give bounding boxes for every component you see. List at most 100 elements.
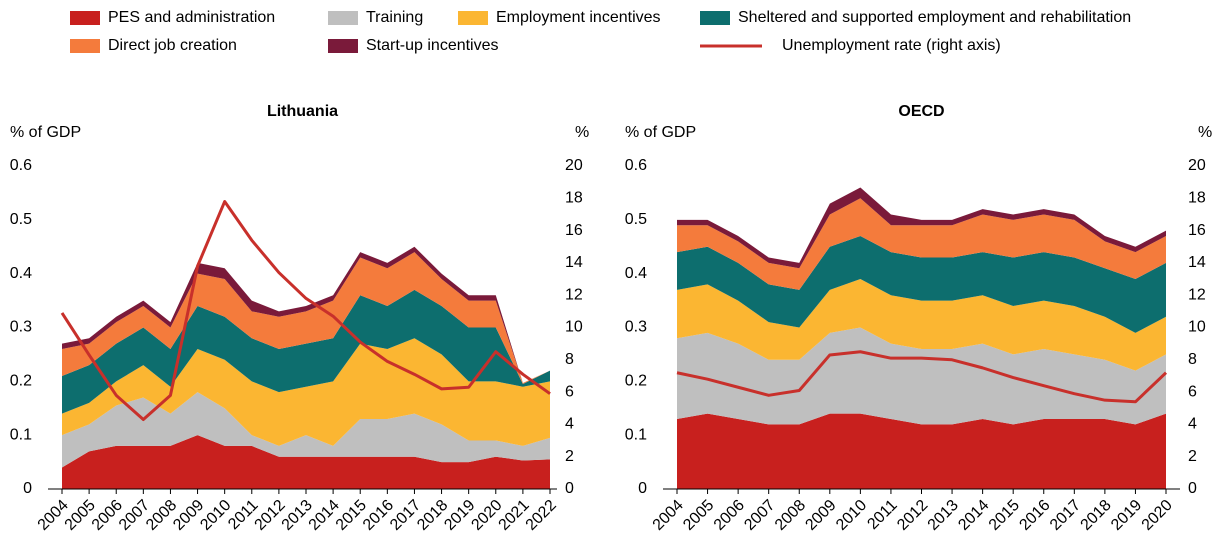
y2-axis-label: % bbox=[575, 124, 589, 141]
x-tick-label: 2007 bbox=[741, 497, 778, 534]
y-tick-label: 0.4 bbox=[10, 265, 32, 282]
y2-tick-label: 4 bbox=[565, 416, 574, 433]
stacked-area bbox=[62, 338, 550, 446]
y2-tick-label: 4 bbox=[1188, 416, 1197, 433]
stacked-area bbox=[677, 413, 1166, 489]
x-tick-label: 2017 bbox=[387, 497, 424, 534]
x-tick-label: 2022 bbox=[523, 497, 560, 534]
y2-tick-label: 20 bbox=[1188, 157, 1206, 174]
y2-tick-label: 20 bbox=[565, 157, 583, 174]
x-tick-label: 2005 bbox=[62, 497, 99, 534]
legend-swatch bbox=[458, 11, 488, 25]
y-tick-label: 0.2 bbox=[10, 373, 32, 390]
y2-tick-label: 16 bbox=[565, 222, 583, 239]
y-tick-label: 0.5 bbox=[625, 211, 647, 228]
x-tick-label: 2010 bbox=[197, 497, 234, 534]
y2-tick-label: 8 bbox=[565, 351, 574, 368]
x-tick-label: 2010 bbox=[833, 497, 870, 534]
legend-label: PES and administration bbox=[108, 9, 275, 26]
y2-tick-label: 2 bbox=[565, 448, 574, 465]
y2-tick-label: 6 bbox=[565, 383, 574, 400]
y-tick-label: 0.3 bbox=[625, 319, 647, 336]
y-tick-label: 0.1 bbox=[625, 426, 647, 443]
y2-tick-label: 12 bbox=[1188, 286, 1206, 303]
x-tick-label: 2004 bbox=[35, 497, 72, 534]
x-tick-label: 2013 bbox=[925, 497, 962, 534]
y-tick-label: 0.6 bbox=[625, 157, 647, 174]
stacked-area bbox=[62, 289, 550, 414]
y-tick-label: 0 bbox=[23, 480, 32, 497]
legend-swatch bbox=[700, 11, 730, 25]
x-tick-label: 2015 bbox=[333, 497, 370, 534]
legend-swatch bbox=[70, 39, 100, 53]
x-tick-label: 2016 bbox=[360, 497, 397, 534]
x-tick-label: 2008 bbox=[143, 497, 180, 534]
legend-label: Unemployment rate (right axis) bbox=[782, 37, 1001, 54]
y2-tick-label: 8 bbox=[1188, 351, 1197, 368]
y2-tick-label: 6 bbox=[1188, 383, 1197, 400]
legend-label: Training bbox=[366, 9, 423, 26]
y-tick-label: 0.6 bbox=[10, 157, 32, 174]
x-tick-label: 2004 bbox=[650, 497, 687, 534]
unemployment-line bbox=[60, 200, 551, 422]
legend-label: Employment incentives bbox=[496, 9, 661, 26]
y2-tick-label: 2 bbox=[1188, 448, 1197, 465]
stacked-area bbox=[677, 235, 1166, 333]
legend-swatch bbox=[328, 39, 358, 53]
stacked-area bbox=[62, 392, 550, 468]
stacked-area bbox=[62, 246, 550, 383]
y2-tick-label: 14 bbox=[565, 254, 583, 271]
y-axis-label: % of GDP bbox=[625, 124, 696, 141]
x-tick-label: 2017 bbox=[1047, 497, 1084, 534]
y-tick-label: 0.5 bbox=[10, 211, 32, 228]
y-axis-label: % of GDP bbox=[10, 124, 81, 141]
y2-tick-label: 14 bbox=[1188, 254, 1206, 271]
y2-tick-label: 12 bbox=[565, 286, 583, 303]
stacked-area bbox=[677, 198, 1166, 290]
y2-axis-label: % bbox=[1198, 124, 1212, 141]
legend-swatch bbox=[70, 11, 100, 25]
x-tick-label: 2013 bbox=[279, 497, 316, 534]
y2-tick-label: 10 bbox=[565, 319, 583, 336]
legend-label: Sheltered and supported employment and r… bbox=[738, 9, 1131, 26]
chart-title: Lithuania bbox=[267, 103, 338, 120]
x-tick-label: 2018 bbox=[414, 497, 451, 534]
y-tick-label: 0.2 bbox=[625, 373, 647, 390]
stacked-area bbox=[62, 252, 550, 385]
stacked-area bbox=[62, 435, 550, 489]
y2-tick-label: 10 bbox=[1188, 319, 1206, 336]
stacked-area bbox=[677, 279, 1166, 371]
x-tick-label: 2019 bbox=[441, 497, 478, 534]
y2-tick-label: 18 bbox=[565, 190, 583, 207]
legend-label: Direct job creation bbox=[108, 37, 237, 54]
y2-tick-label: 18 bbox=[1188, 190, 1206, 207]
x-tick-label: 2014 bbox=[955, 497, 992, 534]
y-tick-label: 0 bbox=[638, 480, 647, 497]
y2-tick-label: 16 bbox=[1188, 222, 1206, 239]
y-tick-label: 0.3 bbox=[10, 319, 32, 336]
legend-label: Start-up incentives bbox=[366, 37, 499, 54]
x-tick-label: 2020 bbox=[1139, 497, 1176, 534]
x-tick-label: 2008 bbox=[772, 497, 809, 534]
x-tick-label: 2018 bbox=[1077, 497, 1114, 534]
x-tick-label: 2012 bbox=[894, 497, 931, 534]
x-tick-label: 2012 bbox=[252, 497, 289, 534]
x-tick-label: 2021 bbox=[496, 497, 533, 534]
unemployment-line bbox=[676, 350, 1168, 404]
x-tick-label: 2019 bbox=[1108, 497, 1145, 534]
y-tick-label: 0.4 bbox=[625, 265, 647, 282]
legend-swatch bbox=[328, 11, 358, 25]
x-tick-label: 2016 bbox=[1016, 497, 1053, 534]
stacked-area bbox=[677, 327, 1166, 425]
x-tick-label: 2009 bbox=[170, 497, 207, 534]
x-tick-label: 2007 bbox=[116, 497, 153, 534]
x-tick-label: 2009 bbox=[802, 497, 839, 534]
y-tick-label: 0.1 bbox=[10, 426, 32, 443]
x-tick-label: 2006 bbox=[89, 497, 126, 534]
x-tick-label: 2014 bbox=[306, 497, 343, 534]
x-tick-label: 2011 bbox=[864, 497, 900, 533]
x-tick-label: 2020 bbox=[468, 497, 505, 534]
x-tick-label: 2015 bbox=[986, 497, 1023, 534]
y2-tick-label: 0 bbox=[1188, 480, 1197, 497]
